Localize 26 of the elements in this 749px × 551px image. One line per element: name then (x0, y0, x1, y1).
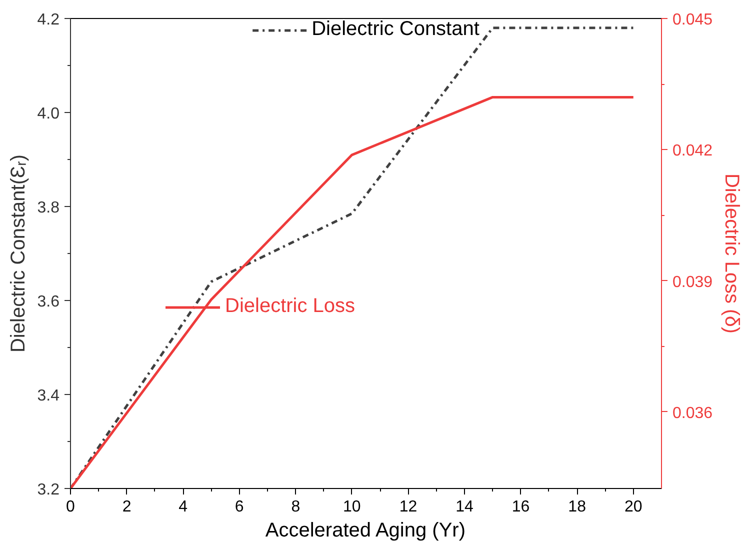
x-tick-label: 2 (122, 498, 132, 516)
legend-label: Dielectric Loss (225, 295, 356, 318)
y2-axis-title: Dielectric Loss (δ) (720, 173, 743, 334)
y-tick-label: 3.4 (37, 388, 60, 404)
x-tick-label: 12 (399, 498, 418, 516)
y-tick-label: 3.2 (37, 482, 60, 498)
y-axis-title: Dielectric Constant(Ɛᵣ) (7, 154, 30, 353)
x-tick-label: 18 (568, 498, 586, 516)
y-tick-label: 4.2 (37, 12, 60, 28)
x-tick-label: 6 (234, 498, 244, 516)
x-tick-label: 4 (178, 498, 188, 516)
y-tick-label: 3.6 (37, 294, 60, 310)
y-tick-label: 3.8 (37, 200, 60, 216)
x-tick-label: 16 (512, 498, 530, 516)
x-tick-label: 20 (624, 498, 642, 516)
legend-label: Dielectric Constant (312, 18, 480, 41)
y2-tick-label: 0.042 (672, 142, 713, 160)
x-tick-label: 8 (291, 498, 300, 516)
y2-tick-label: 0.045 (672, 12, 713, 28)
y2-tick-label: 0.036 (672, 404, 713, 422)
y2-tick-label: 0.039 (672, 274, 713, 291)
x-tick-label: 14 (456, 498, 474, 516)
x-tick-label: 0 (66, 498, 76, 516)
x-tick-label: 10 (343, 498, 361, 516)
y-tick-label: 4.0 (37, 106, 60, 122)
x-axis-title: Accelerated Aging (Yr) (265, 520, 466, 542)
